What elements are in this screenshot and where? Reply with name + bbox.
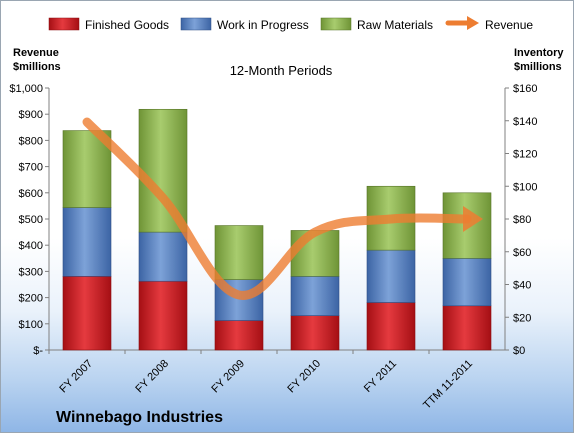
left-tick-label: $1,000 (9, 83, 43, 95)
right-tick-label: $100 (513, 181, 537, 193)
left-axis-title-line1: Revenue (13, 47, 59, 59)
revenue-arrowhead (463, 206, 483, 232)
left-tick-label: $200 (19, 293, 43, 305)
bar-raw-materials (138, 108, 188, 233)
left-tick-label: $- (33, 345, 43, 357)
bar-finished-goods (62, 276, 112, 351)
right-axis-title-line2: $millions (514, 61, 562, 73)
revenue-line (82, 117, 472, 300)
left-tick-label: $700 (19, 162, 43, 174)
right-tick-label: $20 (513, 312, 531, 324)
right-tick-label: $160 (513, 83, 537, 95)
right-tick-label: $0 (513, 345, 525, 357)
company-name: Winnebago Industries (56, 409, 223, 426)
left-axis-ticks: $- $100 $200 $300 $400 $500 $600 $700 $800 $900 $1… (9, 83, 49, 357)
bar-finished-goods (290, 315, 340, 351)
x-tick-label: TTM 11-2011 (421, 358, 475, 412)
bar-work-in-progress (62, 207, 112, 277)
bar-finished-goods (138, 280, 188, 351)
x-tick-label: FY 2007 (57, 358, 95, 396)
bar-work-in-progress (366, 249, 416, 303)
chart-subtitle: 12-Month Periods (230, 63, 333, 78)
left-tick-label: $500 (19, 214, 43, 226)
right-tick-label: $80 (513, 214, 531, 226)
x-tick-label: FY 2010 (285, 358, 323, 396)
legend-label-raw-materials: Raw Materials (357, 18, 433, 32)
x-tick-label: FY 2011 (362, 358, 399, 395)
right-tick-label: $40 (513, 280, 531, 292)
legend: Finished Goods Work in Progress Raw Mate… (48, 16, 533, 32)
legend-swatch-work-in-progress (180, 17, 212, 31)
x-tick-label: FY 2008 (133, 358, 171, 396)
right-axis-ticks: $0 $20 $40 $60 $80 $100 $120 $140 $160 (505, 83, 537, 357)
bar-finished-goods (442, 305, 492, 351)
bar-raw-materials (214, 225, 264, 280)
bar-work-in-progress (138, 231, 188, 282)
right-tick-label: $140 (513, 116, 537, 128)
left-tick-label: $900 (19, 109, 43, 121)
bar-raw-materials (290, 230, 340, 277)
revenue-line-layer (82, 117, 483, 300)
x-axis-ticks: FY 2007 FY 2008 FY 2009 FY 2010 FY 2011 TTM 1… (48, 350, 475, 412)
left-tick-label: $400 (19, 240, 43, 252)
legend-swatch-raw-materials (320, 17, 352, 31)
bar-finished-goods (366, 302, 416, 351)
legend-swatch-finished-goods (48, 17, 80, 31)
left-tick-label: $300 (19, 266, 43, 278)
left-tick-label: $800 (19, 135, 43, 147)
right-axis-title-line1: Inventory (514, 47, 564, 59)
legend-arrow-revenue (467, 16, 479, 30)
right-tick-label: $120 (513, 149, 537, 161)
stacked-bars (62, 108, 492, 351)
legend-label-finished-goods: Finished Goods (85, 18, 169, 32)
left-axis-title-line2: $millions (13, 61, 61, 73)
left-tick-label: $600 (19, 188, 43, 200)
bar-work-in-progress (442, 257, 492, 307)
bar-work-in-progress (290, 276, 340, 316)
left-tick-label: $100 (19, 319, 43, 331)
legend-label-work-in-progress: Work in Progress (217, 18, 309, 32)
bar-finished-goods (214, 320, 264, 351)
right-tick-label: $60 (513, 247, 531, 259)
x-tick-label: FY 2009 (209, 358, 247, 396)
legend-label-revenue: Revenue (485, 18, 533, 32)
